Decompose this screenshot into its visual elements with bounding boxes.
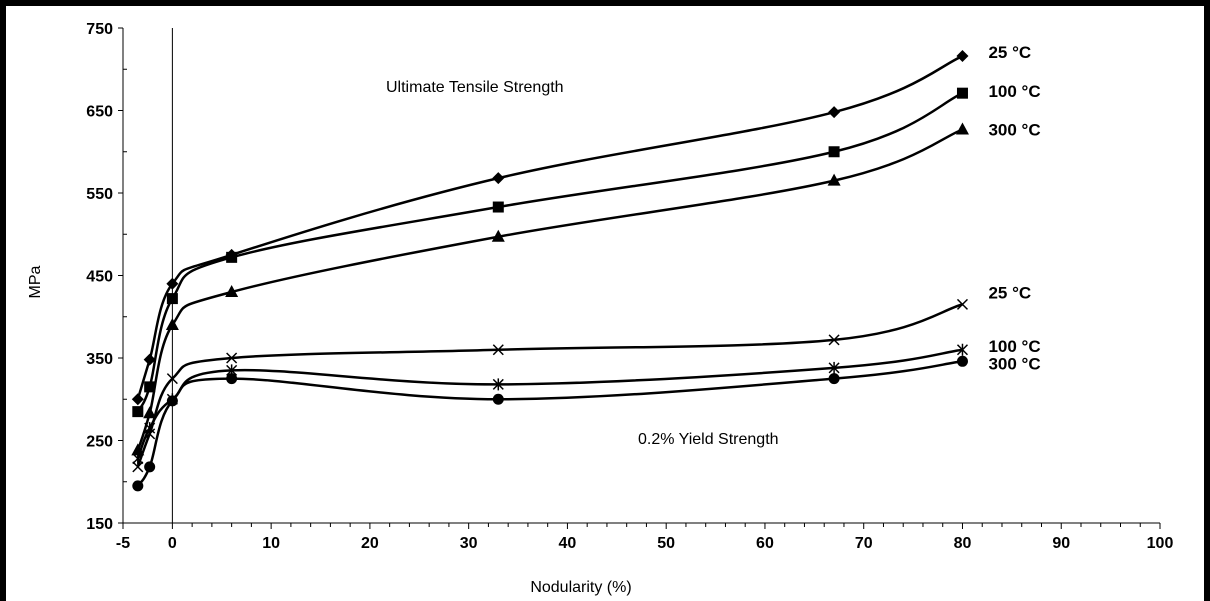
point-diamond <box>828 106 841 119</box>
point-star <box>956 343 969 356</box>
axes: 150 250 350 450 550 650 750 -5 0 10 20 30 40 50 60 70 80… <box>86 21 1173 552</box>
point-triangle <box>955 122 969 135</box>
point-x <box>132 461 144 473</box>
point-star <box>144 422 156 435</box>
y-tick-label: 250 <box>86 434 113 451</box>
point-square <box>166 293 178 305</box>
point-circle <box>166 395 178 407</box>
y-tick-label: 450 <box>86 269 113 286</box>
point-circle <box>492 393 504 405</box>
point-circle <box>132 480 144 492</box>
y-tick-label: 350 <box>86 351 113 368</box>
series-line <box>136 348 963 460</box>
point-circle <box>828 373 840 385</box>
y-tick-label: 650 <box>86 104 113 121</box>
chart-canvas: 150 250 350 450 550 650 750 -5 0 10 20 30 40 50 60 70 80… <box>27 21 1173 596</box>
point-diamond <box>143 353 156 366</box>
x-tick-label: 30 <box>460 535 478 552</box>
point-square <box>956 87 968 99</box>
x-tick-label: -5 <box>116 535 130 552</box>
x-tick-label: 80 <box>954 535 972 552</box>
x-tick-label: 100 <box>1147 535 1174 552</box>
series-label: 25 °C <box>988 43 1031 62</box>
point-x <box>828 334 840 346</box>
point-star <box>492 378 504 391</box>
point-x <box>166 373 178 385</box>
series-label: 100 °C <box>988 82 1040 101</box>
point-star <box>828 361 840 374</box>
point-diamond <box>956 50 969 63</box>
series-label: 25 °C <box>988 283 1031 302</box>
x-tick-label: 10 <box>262 535 280 552</box>
point-x <box>492 344 504 356</box>
point-triangle <box>225 285 239 297</box>
x-tick-label: 0 <box>168 535 177 552</box>
point-circle <box>956 355 968 367</box>
point-triangle <box>165 318 179 330</box>
x-tick-label: 60 <box>756 535 774 552</box>
point-diamond <box>131 393 144 406</box>
series-markers <box>131 50 969 492</box>
annotation-yield-strength: 0.2% Yield Strength <box>638 431 779 448</box>
y-tick-label: 550 <box>86 186 113 203</box>
x-tick-label: 70 <box>855 535 873 552</box>
point-square <box>226 251 238 263</box>
point-diamond <box>492 172 505 185</box>
y-tick-label: 150 <box>86 516 113 533</box>
point-circle <box>144 461 156 473</box>
point-diamond <box>166 277 179 290</box>
series-label: 300 °C <box>988 120 1040 139</box>
x-tick-label: 90 <box>1052 535 1070 552</box>
point-triangle <box>827 173 841 186</box>
x-tick-label: 40 <box>559 535 577 552</box>
point-triangle <box>491 229 505 242</box>
point-square <box>828 146 840 158</box>
point-square <box>492 201 504 213</box>
chart-frame: 150 250 350 450 550 650 750 -5 0 10 20 30 40 50 60 70 80… <box>6 6 1204 601</box>
series-line <box>136 303 963 468</box>
x-axis-title: Nodularity (%) <box>530 579 631 596</box>
point-star <box>132 452 144 465</box>
point-x <box>226 352 238 364</box>
point-triangle <box>143 406 157 419</box>
point-square <box>132 406 144 418</box>
series-label: 100 °C <box>988 337 1040 356</box>
y-axis-title: MPa <box>27 265 44 298</box>
point-triangle <box>131 443 145 456</box>
x-tick-label: 20 <box>361 535 379 552</box>
point-square <box>144 381 156 393</box>
x-tick-label: 50 <box>657 535 675 552</box>
point-x <box>956 298 969 310</box>
series-label: 300 °C <box>988 354 1040 373</box>
series-curves <box>136 54 963 487</box>
series-line <box>136 128 963 451</box>
point-circle <box>226 373 238 385</box>
annotation-ultimate-tensile-strength: Ultimate Tensile Strength <box>386 79 564 96</box>
y-tick-label: 750 <box>86 21 113 38</box>
